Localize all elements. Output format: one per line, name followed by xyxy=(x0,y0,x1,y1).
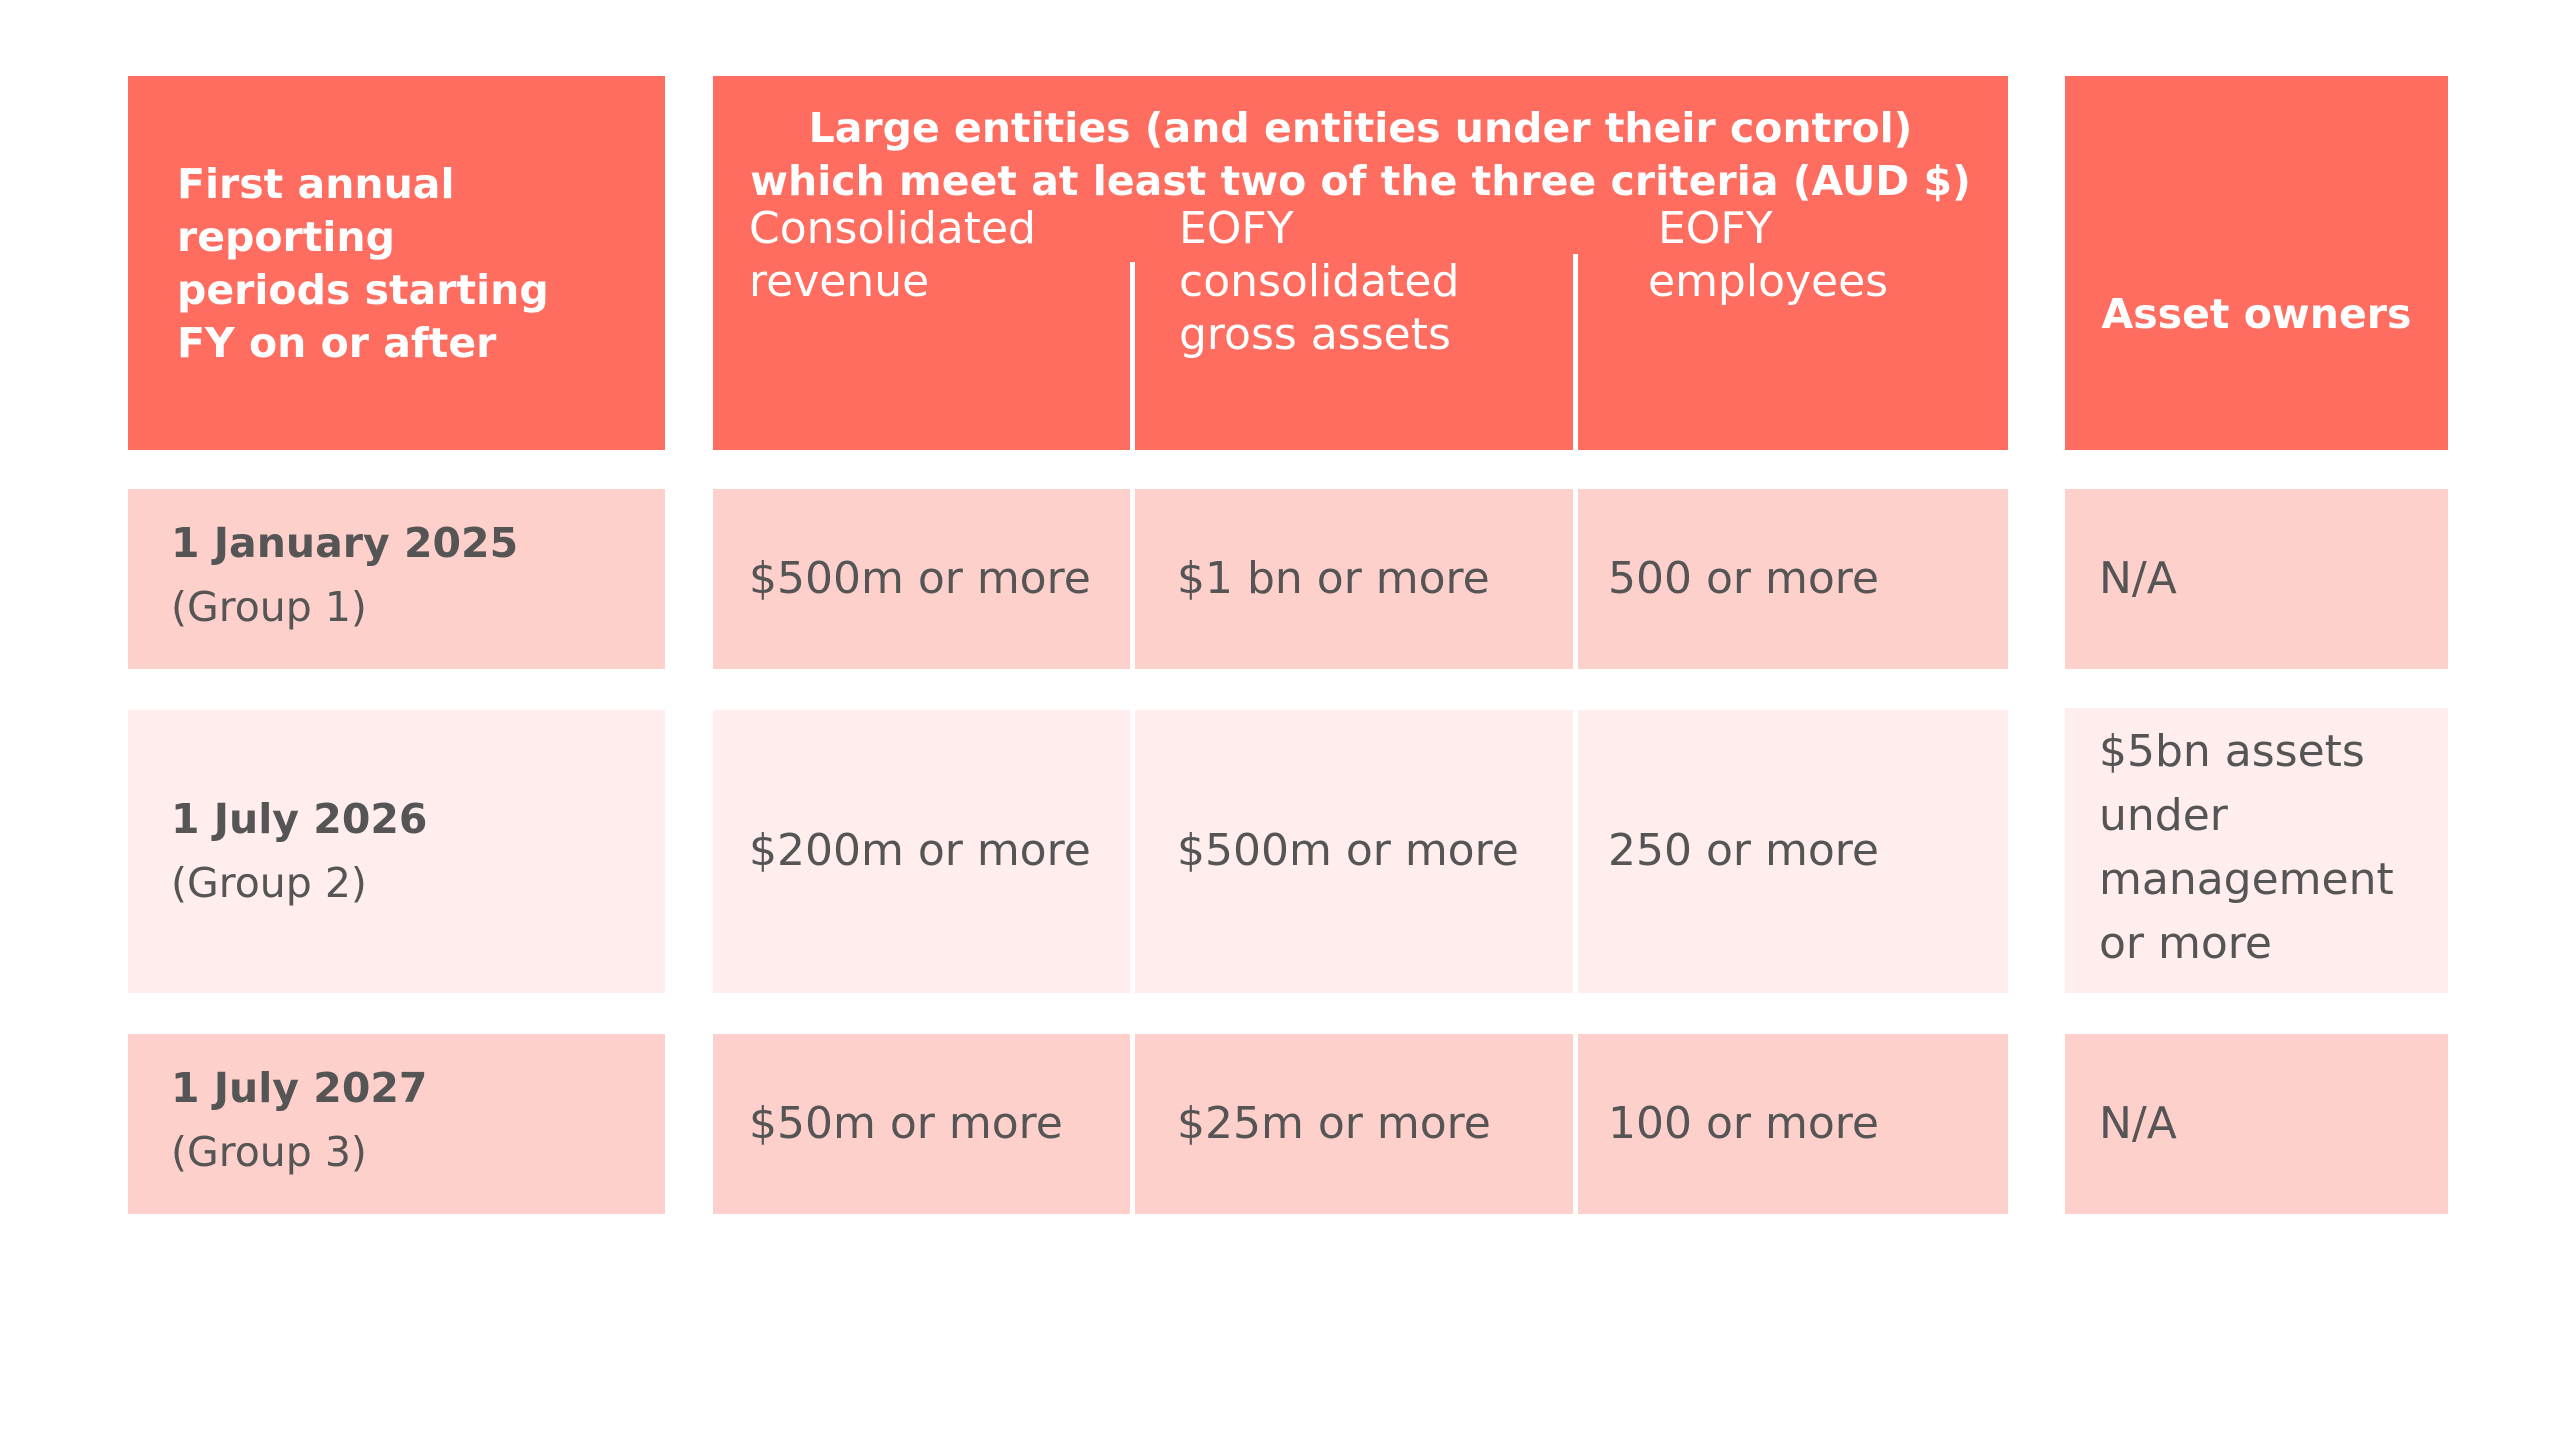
header-assets-line: gross assets xyxy=(1179,309,1451,360)
header-asset-owners-cell: Asset owners xyxy=(2065,76,2448,450)
employees-value: 100 or more xyxy=(1608,1098,1879,1149)
row-2-assets-cell: $500m or more xyxy=(1135,710,1573,993)
header-large-entities-cell: Large entities (and entities under their… xyxy=(713,76,2008,450)
row-2-employees-cell: 250 or more xyxy=(1578,710,2008,993)
header-revenue-line: Consolidated xyxy=(749,203,1036,254)
period-date: 1 July 2027 xyxy=(171,1064,428,1112)
header-assets-line: consolidated xyxy=(1179,256,1460,307)
employees-value: 500 or more xyxy=(1608,553,1879,604)
asset-owners-line: or more xyxy=(2099,918,2272,969)
asset-owners-line: management xyxy=(2099,854,2394,905)
row-3-period-cell: 1 July 2027 (Group 3) xyxy=(128,1034,665,1214)
row-2-asset-owners-cell: $5bn assets under management or more xyxy=(2065,708,2448,993)
header-large-entities-line: which meet at least two of the three cri… xyxy=(750,157,1971,205)
revenue-value: $500m or more xyxy=(749,553,1091,604)
header-employees-line: EOFY xyxy=(1658,203,1773,254)
assets-value: $25m or more xyxy=(1177,1098,1491,1149)
row-1-employees-cell: 500 or more xyxy=(1578,489,2008,669)
group-label: (Group 1) xyxy=(171,583,367,631)
row-1-period: 1 January 2025 (Group 1) xyxy=(171,511,518,639)
header-large-entities-title: Large entities (and entities under their… xyxy=(713,102,2008,208)
asset-owners-line: under xyxy=(2099,790,2228,841)
header-period-line: periods starting xyxy=(177,266,549,314)
header-large-entities-line: Large entities (and entities under their… xyxy=(808,104,1913,152)
group-label: (Group 2) xyxy=(171,859,367,907)
employees-value: 250 or more xyxy=(1608,825,1879,876)
row-3-assets-cell: $25m or more xyxy=(1135,1034,1573,1214)
row-2-period-cell: 1 July 2026 (Group 2) xyxy=(128,710,665,993)
row-2-revenue-cell: $200m or more xyxy=(713,710,1130,993)
row-1-revenue-cell: $500m or more xyxy=(713,489,1130,669)
header-period-title: First annual reporting periods starting … xyxy=(177,158,549,370)
asset-owners-line: $5bn assets xyxy=(2099,726,2365,777)
header-assets-line: EOFY xyxy=(1179,203,1294,254)
header-employees-line: employees xyxy=(1648,256,1889,307)
header-asset-owners-label: Asset owners xyxy=(2101,290,2412,338)
period-date: 1 January 2025 xyxy=(171,519,519,567)
revenue-value: $50m or more xyxy=(749,1098,1063,1149)
asset-owners-value: N/A xyxy=(2099,553,2177,604)
header-period-line: First annual xyxy=(177,160,455,208)
asset-owners-value: $5bn assets under management or more xyxy=(2099,720,2394,976)
header-period-line: FY on or after xyxy=(177,319,497,367)
assets-value: $500m or more xyxy=(1177,825,1519,876)
revenue-value: $200m or more xyxy=(749,825,1091,876)
header-period-line: reporting xyxy=(177,213,395,261)
header-assets-label: EOFY consolidated gross assets xyxy=(1179,202,1459,361)
asset-owners-value: N/A xyxy=(2099,1098,2177,1149)
row-1-asset-owners-cell: N/A xyxy=(2065,489,2448,669)
row-3-employees-cell: 100 or more xyxy=(1578,1034,2008,1214)
header-revenue-label: Consolidated revenue xyxy=(749,202,1036,308)
row-2-period: 1 July 2026 (Group 2) xyxy=(171,787,427,915)
header-revenue-line: revenue xyxy=(749,256,930,307)
header-divider xyxy=(1130,262,1135,450)
group-label: (Group 3) xyxy=(171,1128,367,1176)
header-divider xyxy=(1573,254,1578,450)
row-3-revenue-cell: $50m or more xyxy=(713,1034,1130,1214)
period-date: 1 July 2026 xyxy=(171,795,428,843)
row-3-period: 1 July 2027 (Group 3) xyxy=(171,1056,427,1184)
row-3-asset-owners-cell: N/A xyxy=(2065,1034,2448,1214)
row-1-period-cell: 1 January 2025 (Group 1) xyxy=(128,489,665,669)
row-1-assets-cell: $1 bn or more xyxy=(1135,489,1573,669)
header-employees-label: EOFY employees xyxy=(1648,202,1888,308)
assets-value: $1 bn or more xyxy=(1177,553,1490,604)
header-period-cell: First annual reporting periods starting … xyxy=(128,76,665,450)
